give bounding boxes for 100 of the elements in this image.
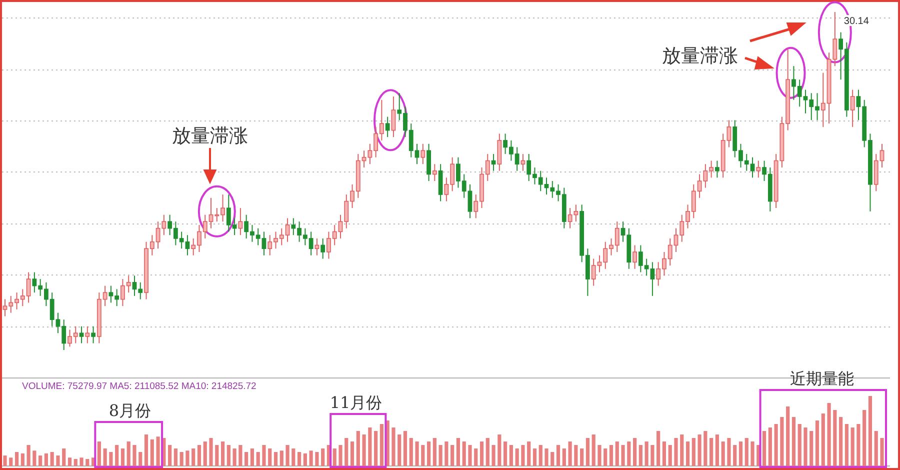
candlestick bbox=[420, 143, 426, 165]
bar bbox=[415, 442, 419, 466]
bar bbox=[380, 424, 384, 466]
bar bbox=[115, 445, 119, 466]
bar bbox=[126, 442, 130, 466]
bar bbox=[556, 445, 560, 466]
text: 近期量能 bbox=[790, 369, 854, 388]
bar bbox=[827, 403, 831, 466]
bar bbox=[403, 431, 408, 466]
candlestick bbox=[314, 238, 320, 256]
bar bbox=[180, 452, 184, 466]
bar bbox=[686, 442, 690, 466]
bar bbox=[621, 445, 625, 466]
bar bbox=[303, 453, 307, 466]
bar bbox=[780, 417, 784, 466]
bar bbox=[792, 417, 796, 466]
bar bbox=[798, 424, 802, 466]
candlestick bbox=[426, 143, 431, 182]
bar bbox=[144, 434, 148, 466]
candlestick bbox=[438, 164, 443, 202]
bar bbox=[698, 434, 702, 466]
bar bbox=[174, 448, 178, 466]
bar bbox=[280, 450, 284, 466]
annotation: 8月份 bbox=[108, 401, 152, 420]
candlestick bbox=[385, 116, 390, 138]
bar bbox=[627, 442, 631, 466]
bar bbox=[615, 442, 619, 466]
candlestick bbox=[714, 160, 720, 178]
bar bbox=[662, 442, 666, 466]
bar bbox=[462, 442, 466, 466]
bar bbox=[574, 445, 578, 466]
bar bbox=[138, 452, 142, 466]
bar bbox=[38, 456, 42, 466]
bar bbox=[3, 456, 7, 466]
bar bbox=[504, 442, 508, 466]
bar bbox=[474, 448, 478, 466]
bar bbox=[538, 445, 542, 466]
bar bbox=[156, 436, 160, 466]
bar bbox=[644, 442, 648, 466]
candlestick bbox=[85, 326, 90, 344]
bar bbox=[833, 410, 837, 466]
bar bbox=[97, 442, 101, 466]
bar bbox=[14, 452, 19, 466]
annotation: 放量滞涨 bbox=[172, 125, 248, 147]
bar bbox=[215, 445, 219, 466]
bar bbox=[332, 448, 336, 466]
bar bbox=[132, 445, 136, 466]
bar bbox=[744, 438, 748, 466]
bar bbox=[856, 424, 860, 466]
bar bbox=[26, 445, 30, 466]
bar bbox=[492, 445, 496, 466]
bar bbox=[486, 438, 490, 466]
bar bbox=[774, 424, 778, 466]
bar bbox=[604, 448, 608, 466]
bar bbox=[609, 445, 614, 466]
bar bbox=[768, 428, 772, 466]
bar bbox=[103, 448, 107, 466]
annotation: 11月份 bbox=[330, 393, 382, 412]
bar bbox=[804, 428, 808, 466]
bar bbox=[268, 448, 272, 466]
bar bbox=[715, 434, 719, 466]
bar bbox=[550, 452, 554, 466]
bar bbox=[650, 445, 654, 466]
bar bbox=[209, 438, 213, 466]
candlestick bbox=[497, 133, 502, 172]
bar bbox=[498, 434, 502, 466]
bar bbox=[392, 428, 396, 466]
bar bbox=[727, 438, 731, 466]
bar bbox=[321, 448, 325, 466]
bar bbox=[421, 445, 425, 466]
bar bbox=[509, 445, 513, 466]
bar bbox=[450, 445, 454, 466]
bar bbox=[244, 452, 248, 466]
bar bbox=[368, 428, 372, 466]
bar bbox=[674, 438, 678, 466]
bar bbox=[398, 434, 402, 466]
bar bbox=[815, 420, 820, 466]
bar bbox=[692, 438, 696, 466]
bar bbox=[86, 459, 90, 466]
bar bbox=[286, 445, 290, 466]
candlestick bbox=[520, 153, 526, 172]
bar bbox=[120, 448, 125, 466]
bar bbox=[9, 458, 13, 466]
bar bbox=[738, 442, 743, 466]
candlestick bbox=[491, 153, 496, 172]
candlestick bbox=[756, 160, 761, 178]
bar bbox=[109, 452, 113, 466]
bar bbox=[50, 452, 54, 466]
bar bbox=[226, 445, 230, 466]
annotation: 30.14 bbox=[844, 16, 870, 27]
bar bbox=[374, 431, 378, 466]
bar bbox=[598, 445, 602, 466]
bar bbox=[426, 442, 431, 466]
bar bbox=[704, 431, 708, 466]
bar bbox=[438, 445, 442, 466]
bar bbox=[527, 442, 531, 466]
bar bbox=[68, 458, 72, 466]
bar bbox=[656, 431, 660, 466]
candlestick bbox=[850, 89, 855, 128]
bar bbox=[74, 459, 78, 466]
